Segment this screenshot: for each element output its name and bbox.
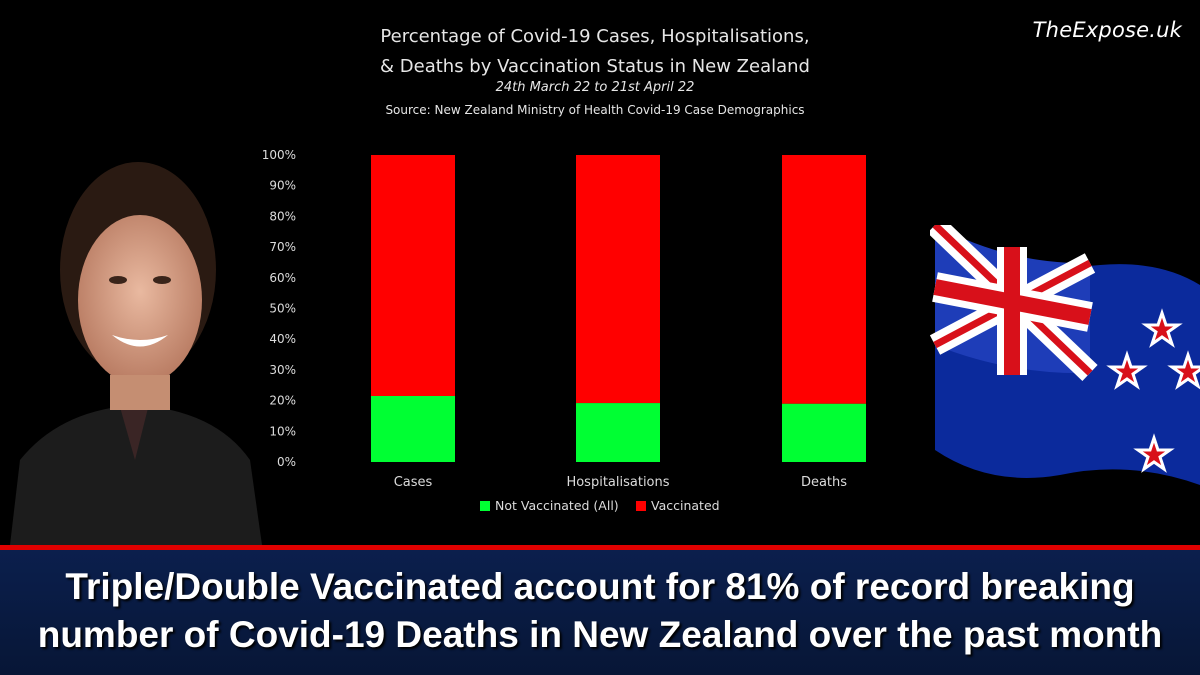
chart-subtitle: 24th March 22 to 21st April 22: [495, 80, 695, 95]
y-tick-label: 0%: [277, 455, 296, 469]
stacked-bar-chart: 0% 10% 20% 30% 40% 50% 60% 70% 80% 90% 100% Cases Ho…: [262, 148, 866, 513]
x-tick-label: Hospitalisations: [566, 475, 669, 490]
y-tick-label: 50%: [269, 302, 296, 316]
chart-title-line2: & Deaths by Vaccination Status in New Ze…: [380, 56, 810, 77]
bar-cases-not-vaccinated: [371, 395, 455, 462]
headline-line2: number of Covid-19 Deaths in New Zealand…: [37, 614, 1163, 655]
y-tick-label: 20%: [269, 394, 296, 408]
x-tick-label: Cases: [394, 475, 433, 490]
bar-deaths-not-vaccinated: [782, 403, 866, 462]
new-zealand-flag-image: [930, 225, 1200, 485]
headline-banner: [0, 550, 1200, 675]
red-divider: [0, 545, 1200, 550]
y-tick-label: 70%: [269, 240, 296, 254]
y-tick-label: 30%: [269, 363, 296, 377]
y-tick-label: 60%: [269, 271, 296, 285]
y-tick-label: 10%: [269, 424, 296, 438]
chart-source: Source: New Zealand Ministry of Health C…: [385, 103, 805, 117]
y-tick-label: 90%: [269, 179, 296, 193]
legend-swatch: [636, 501, 646, 511]
legend-swatch: [480, 501, 490, 511]
y-tick-label: 80%: [269, 209, 296, 223]
brand-watermark: TheExpose.uk: [1032, 18, 1182, 42]
bar-hospitalisations-vaccinated: [576, 155, 660, 404]
bar-cases-vaccinated: [371, 155, 455, 396]
legend-label: Not Vaccinated (All): [495, 498, 619, 513]
chart-title-line1: Percentage of Covid-19 Cases, Hospitalis…: [380, 26, 810, 47]
x-tick-label: Deaths: [801, 475, 847, 490]
bar-deaths-vaccinated: [782, 155, 866, 404]
y-tick-label: 100%: [262, 148, 296, 162]
person-portrait-image: [10, 162, 262, 545]
legend-label: Vaccinated: [651, 498, 720, 513]
y-tick-label: 40%: [269, 332, 296, 346]
bar-hospitalisations-not-vaccinated: [576, 403, 660, 462]
headline-line1: Triple/Double Vaccinated account for 81%…: [65, 566, 1135, 607]
